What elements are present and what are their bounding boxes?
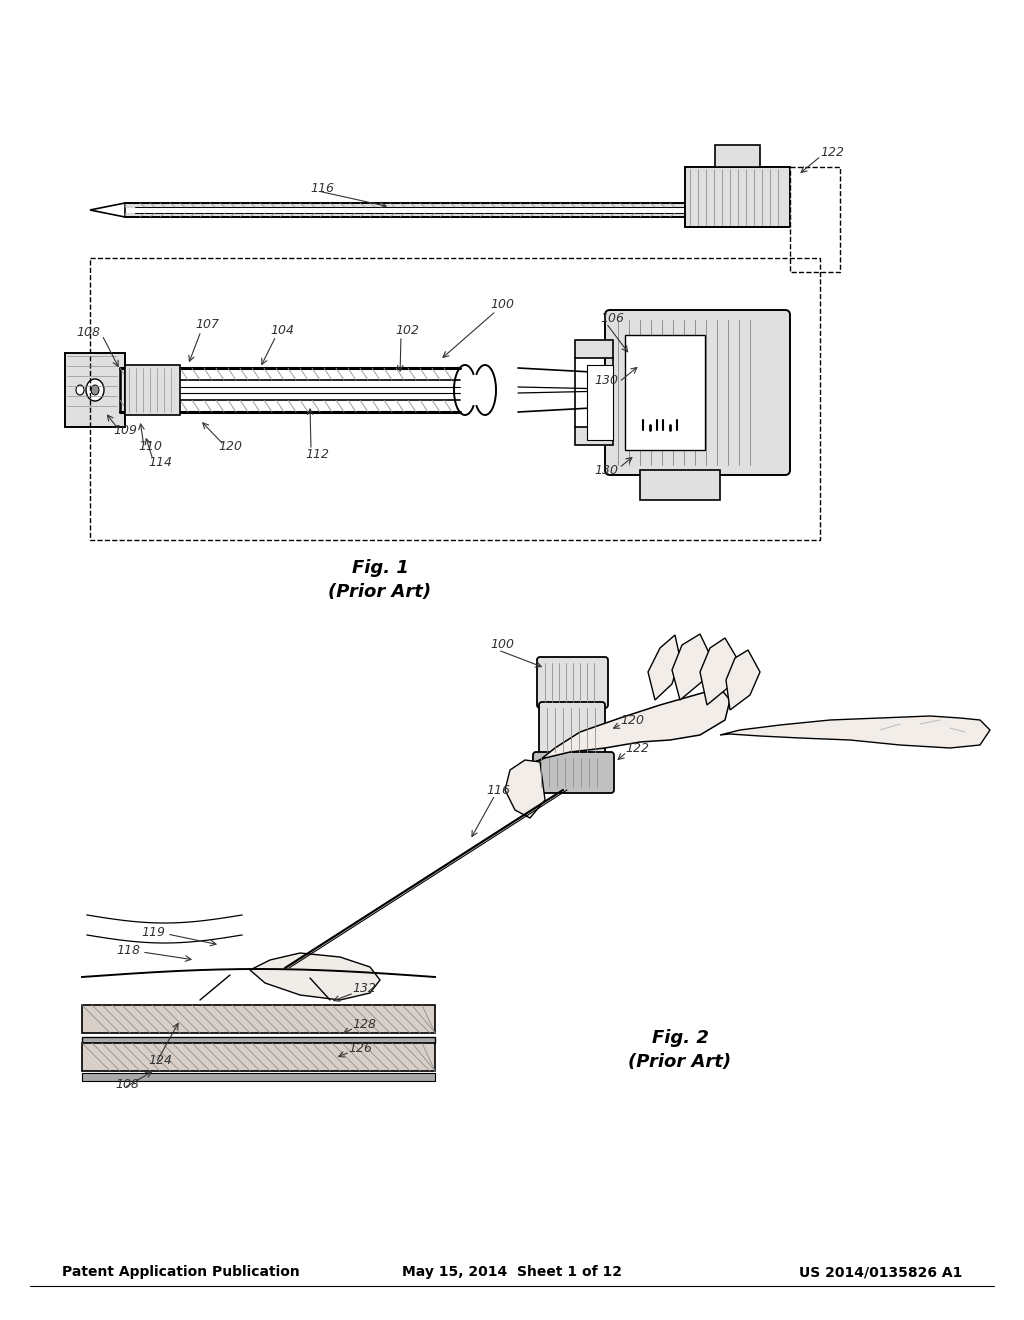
Text: 109: 109 xyxy=(113,424,137,437)
Text: 130: 130 xyxy=(594,374,618,387)
Text: 114: 114 xyxy=(148,457,172,470)
Polygon shape xyxy=(535,688,730,762)
Text: 110: 110 xyxy=(138,441,162,454)
Bar xyxy=(125,366,180,414)
Ellipse shape xyxy=(663,426,677,447)
Bar xyxy=(82,1038,435,1043)
Bar xyxy=(65,352,125,426)
Text: 122: 122 xyxy=(625,742,649,755)
Text: May 15, 2014  Sheet 1 of 12: May 15, 2014 Sheet 1 of 12 xyxy=(402,1266,622,1279)
Text: 120: 120 xyxy=(218,441,242,454)
Bar xyxy=(575,426,613,445)
Bar xyxy=(685,168,790,227)
Text: 120: 120 xyxy=(620,714,644,726)
Bar xyxy=(625,335,705,450)
Text: (Prior Art): (Prior Art) xyxy=(629,1053,731,1071)
Polygon shape xyxy=(726,649,760,710)
Polygon shape xyxy=(672,634,710,700)
Text: US 2014/0135826 A1: US 2014/0135826 A1 xyxy=(799,1266,962,1279)
FancyBboxPatch shape xyxy=(605,310,790,475)
Text: (Prior Art): (Prior Art) xyxy=(329,583,431,601)
Text: 119: 119 xyxy=(141,925,165,939)
Text: Fig. 1: Fig. 1 xyxy=(351,558,409,577)
Text: 132: 132 xyxy=(352,982,376,994)
Text: 108: 108 xyxy=(115,1078,139,1092)
Text: 126: 126 xyxy=(348,1041,372,1055)
Bar xyxy=(90,257,820,540)
Ellipse shape xyxy=(91,385,99,395)
Ellipse shape xyxy=(76,385,84,395)
Text: 112: 112 xyxy=(305,449,329,462)
Polygon shape xyxy=(700,638,738,705)
Text: 106: 106 xyxy=(600,312,624,325)
Text: 104: 104 xyxy=(270,323,294,337)
Bar xyxy=(82,1005,435,1034)
Polygon shape xyxy=(734,150,744,161)
Text: 130: 130 xyxy=(594,463,618,477)
Text: 100: 100 xyxy=(490,298,514,312)
Text: 108: 108 xyxy=(76,326,100,339)
FancyBboxPatch shape xyxy=(537,657,608,708)
Bar xyxy=(575,341,613,358)
Text: 128: 128 xyxy=(352,1019,376,1031)
Text: 102: 102 xyxy=(395,323,419,337)
Text: 107: 107 xyxy=(195,318,219,331)
Text: Patent Application Publication: Patent Application Publication xyxy=(62,1266,300,1279)
Bar xyxy=(82,1073,435,1081)
Text: 116: 116 xyxy=(486,784,510,796)
Polygon shape xyxy=(648,635,680,700)
FancyBboxPatch shape xyxy=(539,702,605,758)
Text: Fig. 2: Fig. 2 xyxy=(651,1030,709,1047)
Text: 124: 124 xyxy=(148,1053,172,1067)
Text: 116: 116 xyxy=(310,181,334,194)
Ellipse shape xyxy=(643,426,657,447)
Bar xyxy=(587,366,613,440)
Polygon shape xyxy=(650,355,703,400)
Bar xyxy=(82,1043,435,1071)
Polygon shape xyxy=(250,953,380,1001)
Bar xyxy=(715,145,760,168)
Polygon shape xyxy=(90,203,125,216)
FancyBboxPatch shape xyxy=(534,752,614,793)
Text: 118: 118 xyxy=(116,944,140,957)
Polygon shape xyxy=(505,760,545,818)
Bar xyxy=(790,168,840,272)
Text: 100: 100 xyxy=(490,639,514,652)
Polygon shape xyxy=(720,715,990,748)
Text: 122: 122 xyxy=(820,145,844,158)
Ellipse shape xyxy=(86,379,104,401)
Bar xyxy=(640,470,720,500)
Ellipse shape xyxy=(727,149,748,162)
